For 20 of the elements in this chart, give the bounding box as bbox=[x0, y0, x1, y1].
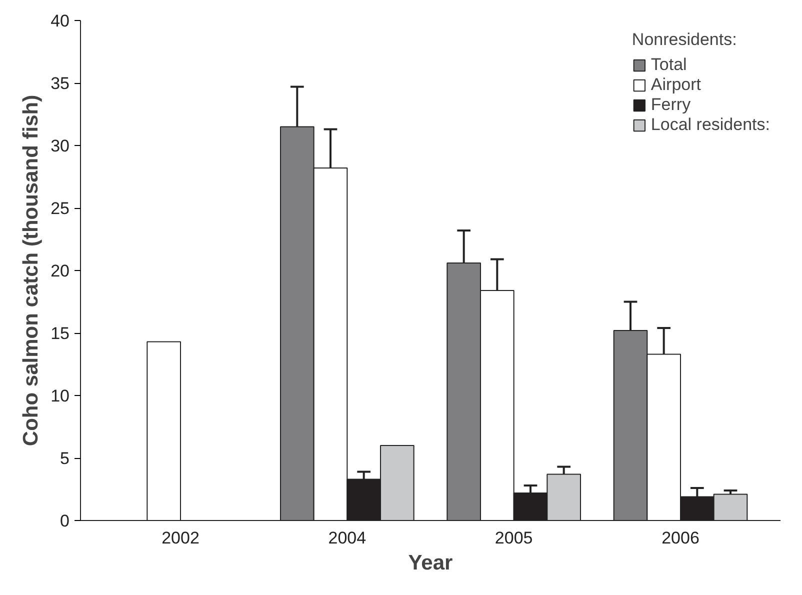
legend-title: Nonresidents: bbox=[632, 30, 738, 50]
y-tick-label: 25 bbox=[50, 199, 70, 218]
x-axis-title: Year bbox=[408, 552, 453, 574]
y-tick-label: 15 bbox=[50, 324, 70, 343]
legend-label: Airport bbox=[650, 75, 701, 95]
y-tick-label: 20 bbox=[50, 262, 70, 280]
y-tick-label: 40 bbox=[50, 12, 70, 30]
y-tick-label: 0 bbox=[60, 512, 70, 530]
y-tick-label: 10 bbox=[50, 386, 70, 406]
y-tick-label: 35 bbox=[50, 74, 70, 93]
y-axis-title: Coho salmon catch (thousand fish) bbox=[20, 94, 43, 446]
legend-label: Ferry bbox=[650, 95, 691, 115]
y-tick-label: 5 bbox=[60, 449, 70, 468]
x-tick-label: 2005 bbox=[494, 528, 533, 548]
x-tick-label: 2006 bbox=[662, 528, 700, 548]
legend-label: Local residents: bbox=[650, 115, 770, 135]
legend-label: Total bbox=[650, 55, 687, 75]
y-tick-label: 30 bbox=[50, 136, 70, 156]
x-tick-label: 2004 bbox=[328, 528, 366, 548]
x-tick-label: 2002 bbox=[162, 528, 200, 548]
